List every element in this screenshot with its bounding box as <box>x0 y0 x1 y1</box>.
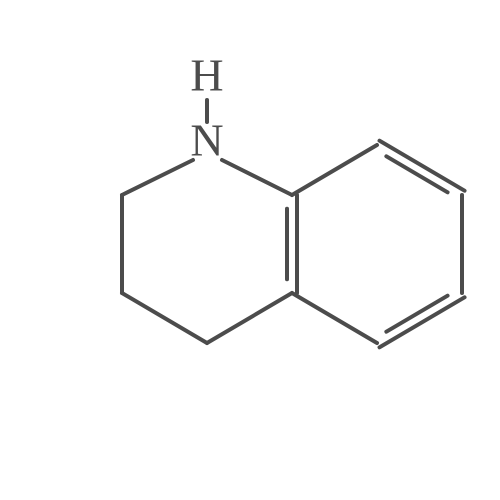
molecule-structure: NH <box>0 0 500 500</box>
bond <box>122 160 193 195</box>
bond <box>207 293 292 343</box>
bond <box>380 297 465 347</box>
bond <box>122 293 207 343</box>
atom-label-n: N <box>190 115 223 166</box>
canvas: NH pl.tianfuchem.com <box>0 0 500 500</box>
bond <box>380 141 465 191</box>
bond <box>292 293 377 343</box>
bond <box>222 160 292 195</box>
bond <box>292 145 377 195</box>
atom-label-h: H <box>190 50 223 101</box>
